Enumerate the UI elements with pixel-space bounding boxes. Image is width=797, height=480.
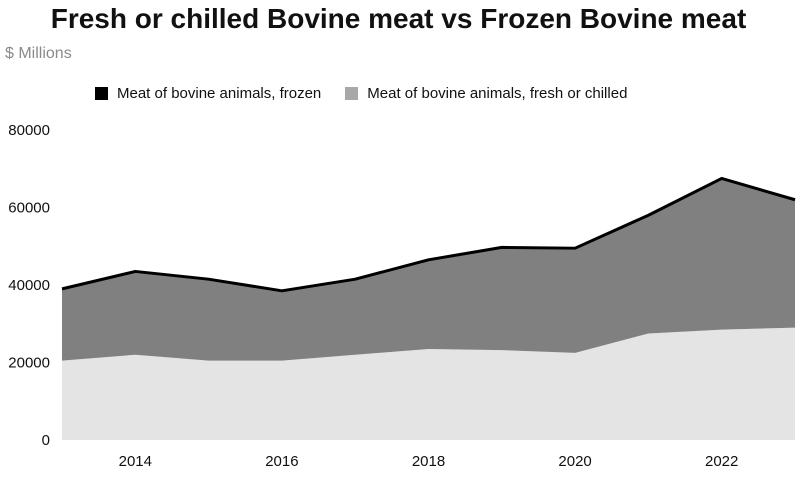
legend-item-fresh[interactable]: Meat of bovine animals, fresh or chilled xyxy=(345,85,627,102)
total-line xyxy=(61,176,796,293)
legend-swatch-frozen xyxy=(95,87,108,100)
legend-label-frozen: Meat of bovine animals, frozen xyxy=(117,85,322,102)
legend-swatch-fresh xyxy=(345,87,359,100)
x-tick-label-2014: 2014 xyxy=(119,453,152,470)
chart-subtitle: $ Millions xyxy=(5,45,72,62)
x-tick-label-2018: 2018 xyxy=(412,453,445,470)
legend-item-frozen[interactable]: Meat of bovine animals, frozen xyxy=(95,85,321,102)
y-tick-label-0: 0 xyxy=(42,432,50,449)
y-tick-label-80000: 80000 xyxy=(8,122,50,139)
area-frozen xyxy=(62,178,795,361)
area-fresh-or-chilled xyxy=(62,327,795,440)
y-tick-label-20000: 20000 xyxy=(8,355,50,372)
x-tick-label-2022: 2022 xyxy=(705,453,738,470)
y-tick-label-60000: 60000 xyxy=(8,200,50,217)
y-tick-label-40000: 40000 xyxy=(8,277,50,294)
legend-label-fresh: Meat of bovine animals, fresh or chilled xyxy=(367,85,628,102)
x-tick-label-2020: 2020 xyxy=(558,453,591,470)
chart-legend: Meat of bovine animals, frozen Meat of b… xyxy=(95,85,651,102)
chart-title: Fresh or chilled Bovine meat vs Frozen B… xyxy=(50,3,747,34)
x-tick-label-2016: 2016 xyxy=(265,453,298,470)
